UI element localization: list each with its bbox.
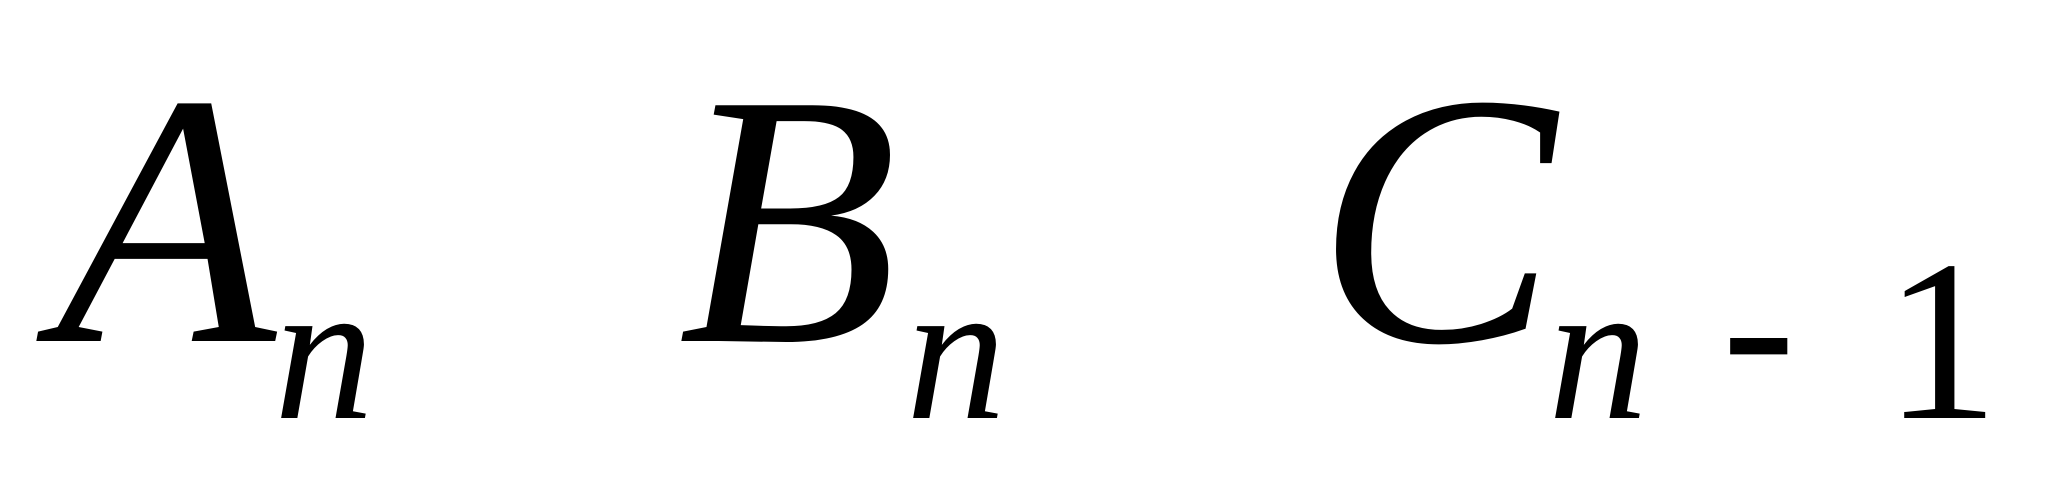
subscript-a: n [274,241,374,462]
symbol-c: C [1316,20,1557,419]
minus-sign: - [1722,202,1796,446]
subscript-c: n [1548,241,1648,462]
symbol-a: A [56,20,276,419]
subscript-offset-one: 1 [1884,213,1999,468]
symbol-b: B [678,20,898,419]
subscript-b: n [906,241,1006,462]
